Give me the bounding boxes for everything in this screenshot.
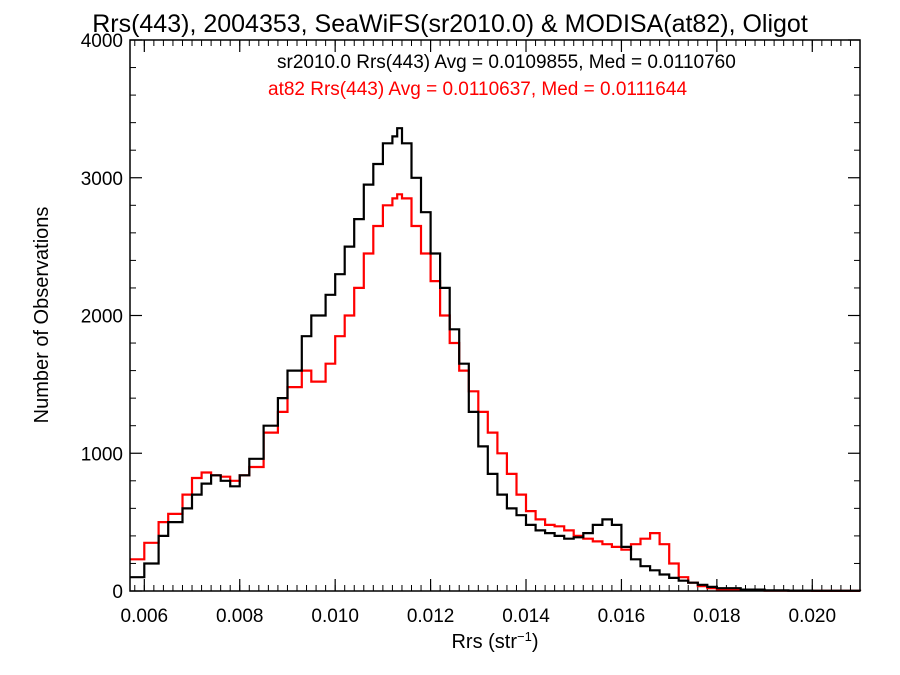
x-axis-label: Rrs (str−1) xyxy=(451,629,538,653)
x-tick-label: 0.010 xyxy=(311,606,359,627)
y-tick-label: 3000 xyxy=(81,169,123,190)
y-axis-label: Number of Observations xyxy=(31,207,53,424)
legend-entry-at82: at82 Rrs(443) Avg = 0.0110637, Med = 0.0… xyxy=(268,79,687,100)
x-tick-label: 0.018 xyxy=(693,606,741,627)
y-tick-label: 2000 xyxy=(81,307,123,328)
y-tick-label: 4000 xyxy=(81,31,123,52)
axis-ticks: 0.006 0.008 0.010 0.012 0.014 0.016 0.018 0.020… xyxy=(81,31,861,627)
x-tick-label: 0.014 xyxy=(502,606,550,627)
x-tick-label: 0.016 xyxy=(598,606,646,627)
chart-title: Rrs(443), 2004353, SeaWiFS(sr2010.0) & M… xyxy=(92,10,808,38)
series-line-at82 xyxy=(130,193,862,592)
y-tick-label: 0 xyxy=(112,582,123,603)
plot-frame xyxy=(129,39,861,592)
series-layer xyxy=(130,127,862,592)
x-tick-label: 0.006 xyxy=(121,606,169,627)
y-tick-label: 1000 xyxy=(81,444,123,465)
legend-entry-sr2010: sr2010.0 Rrs(443) Avg = 0.0109855, Med =… xyxy=(277,52,736,73)
x-tick-label: 0.008 xyxy=(216,606,264,627)
x-tick-label: 0.012 xyxy=(407,606,455,627)
x-tick-label: 0.020 xyxy=(789,606,837,627)
series-line-sr2010 xyxy=(130,127,862,592)
